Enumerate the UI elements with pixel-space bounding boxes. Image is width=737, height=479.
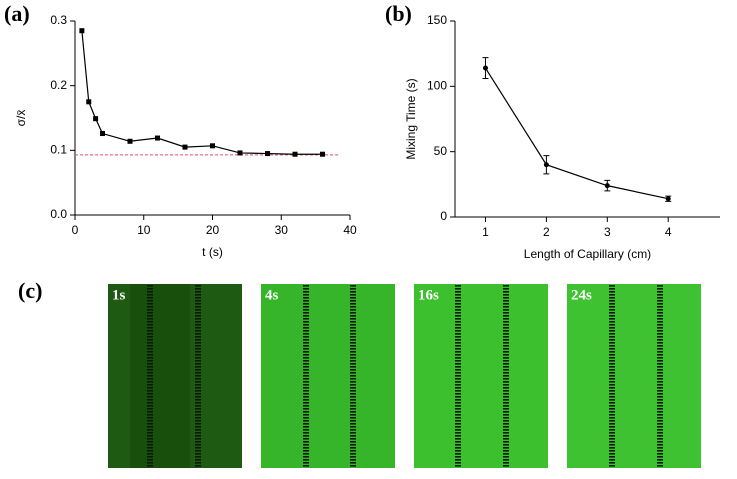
x-tick-label: 30	[275, 223, 289, 237]
image-label: 4s	[265, 287, 279, 303]
marker	[482, 65, 488, 71]
image-label: 24s	[571, 287, 592, 303]
marker	[127, 138, 133, 144]
marker	[292, 151, 298, 157]
image-label: 16s	[418, 287, 439, 303]
marker	[543, 162, 549, 168]
image-panel: 24s	[567, 284, 701, 468]
y-tick-label: 100	[427, 79, 447, 93]
data-line	[81, 30, 323, 155]
x-axis-label: Length of Capillary (cm)	[524, 247, 651, 261]
marker	[237, 150, 243, 156]
marker	[210, 143, 215, 149]
panel-label: (c)	[18, 278, 42, 303]
x-tick-label: 2	[543, 225, 550, 239]
y-tick-label: 0	[440, 209, 447, 223]
marker	[79, 28, 85, 34]
x-tick-label: 10	[137, 223, 151, 237]
marker	[86, 99, 92, 105]
y-tick-label: 0.3	[50, 13, 67, 27]
y-tick-label: 150	[427, 13, 447, 27]
data-line	[484, 67, 669, 200]
marker	[182, 144, 188, 150]
panel-label: (b)	[385, 1, 412, 26]
image-label: 1s	[112, 287, 126, 303]
marker	[604, 183, 610, 189]
x-tick-label: 40	[343, 223, 357, 237]
marker	[320, 151, 325, 157]
panel-label: (a)	[4, 1, 30, 26]
marker	[265, 151, 270, 157]
x-tick-label: 1	[482, 225, 489, 239]
y-tick-label: 0.2	[50, 78, 67, 92]
y-axis-label: Mixing Time (s)	[404, 78, 418, 159]
x-tick-label: 3	[604, 225, 611, 239]
x-tick-label: 20	[206, 223, 220, 237]
x-tick-label: 0	[72, 223, 79, 237]
marker	[100, 131, 105, 137]
image-panel: 4s	[261, 284, 395, 468]
x-tick-label: 4	[665, 225, 672, 239]
image-panel: 1s	[108, 284, 242, 468]
image-panel: 16s	[414, 284, 548, 468]
marker	[665, 196, 671, 202]
y-axis-label: σ/x̄	[14, 110, 28, 127]
y-tick-label: 50	[434, 144, 448, 158]
x-axis-label: t (s)	[202, 245, 223, 259]
marker	[93, 116, 99, 122]
y-tick-label: 0.1	[50, 143, 67, 157]
y-tick-label: 0.0	[50, 207, 67, 221]
marker	[155, 135, 160, 141]
